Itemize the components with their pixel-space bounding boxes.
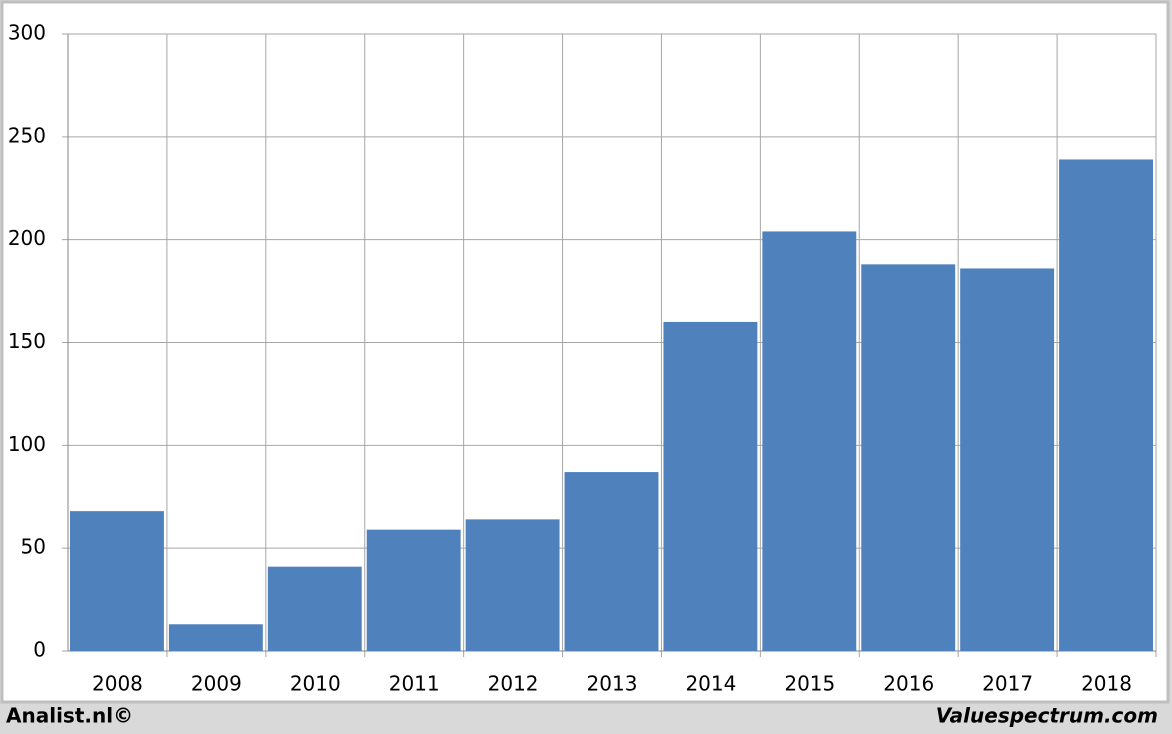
x-tick-label: 2009 [191, 672, 242, 696]
x-tick-label: 2011 [389, 672, 440, 696]
y-tick-label: 250 [8, 123, 46, 147]
footer-left: Analist.nl© [6, 704, 133, 728]
footer-right: Valuespectrum.com [936, 704, 1158, 728]
x-tick-label: 2018 [1081, 672, 1132, 696]
y-tick-label: 50 [21, 535, 46, 559]
bar [960, 268, 1055, 651]
bar [663, 321, 758, 651]
bar [1059, 159, 1153, 651]
x-tick-label: 2010 [290, 672, 341, 696]
y-tick-label: 300 [8, 21, 46, 45]
x-tick-label: 2013 [587, 672, 638, 696]
x-tick-label: 2014 [685, 672, 736, 696]
x-tick-label: 2016 [883, 672, 934, 696]
bar [267, 566, 362, 651]
bar [861, 264, 956, 651]
x-tick-label: 2017 [982, 672, 1033, 696]
bar [366, 529, 461, 651]
bar [70, 511, 164, 651]
x-tick-label: 2012 [488, 672, 539, 696]
y-tick-label: 200 [8, 226, 46, 250]
bar [465, 519, 560, 651]
x-tick-label: 2015 [784, 672, 835, 696]
y-tick-label: 150 [8, 329, 46, 353]
x-tick-label: 2008 [92, 672, 143, 696]
bar [564, 472, 659, 651]
y-tick-label: 0 [33, 638, 46, 662]
bar [168, 624, 263, 651]
bar [762, 231, 857, 651]
y-tick-label: 100 [8, 432, 46, 456]
